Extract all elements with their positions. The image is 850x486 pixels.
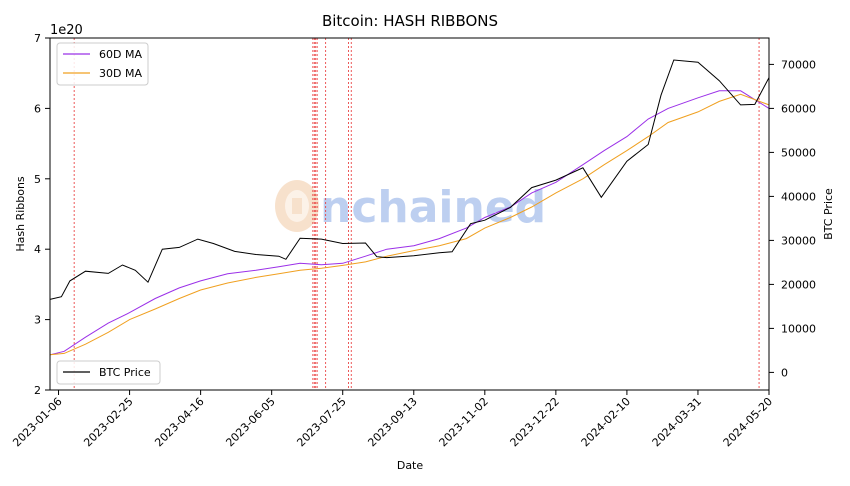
legend-price-label: BTC Price: [99, 366, 151, 379]
x-tick-label-7: 2023-12-22: [508, 395, 562, 449]
x-axis: 2023-01-06 2023-02-25 2023-04-16 2023-06-05…: [10, 390, 775, 449]
y2-tick-label-7: 70000: [781, 58, 816, 71]
y2-tick-label-0: 0: [781, 366, 788, 379]
series-line-30d-ma: [49, 93, 770, 356]
x-tick-label-3: 2023-06-05: [223, 395, 277, 449]
y-axis-left: 2 3 4 5 6 7: [34, 32, 50, 397]
y-tick-label-5: 7: [34, 32, 41, 45]
y-tick-label-1: 3: [34, 314, 41, 327]
x-tick-label-5: 2023-09-13: [365, 395, 419, 449]
y-axis-right: 0 10000 20000 30000 40000 50000 60000 70000: [769, 58, 816, 379]
y-tick-label-0: 2: [34, 384, 41, 397]
y-tick-label-4: 6: [34, 102, 41, 115]
watermark-text: nchained: [320, 182, 546, 233]
series-line-60d-ma: [49, 90, 770, 356]
y2-tick-label-2: 20000: [781, 278, 816, 291]
x-axis-label: Date: [397, 459, 424, 472]
y2-tick-label-3: 30000: [781, 234, 816, 247]
y-offset-label: 1e20: [50, 23, 83, 38]
y2-tick-label-4: 40000: [781, 190, 816, 203]
y2-tick-label-6: 60000: [781, 102, 816, 115]
legend-60d-label: 60D MA: [99, 48, 142, 61]
plot-frame: [49, 37, 770, 391]
watermark-logo: [275, 180, 319, 232]
legend-lower-box: [56, 360, 161, 385]
x-tick-label-0: 2023-01-06: [10, 395, 64, 449]
series-line-btc-price: [49, 59, 770, 300]
y-axis-label: Hash Ribbons: [14, 176, 27, 252]
legend-lower: BTC Price: [56, 360, 161, 385]
x-tick-label-1: 2023-02-25: [81, 395, 135, 449]
chart-title: Bitcoin: HASH RIBBONS: [322, 12, 498, 30]
x-tick-label-8: 2024-02-10: [579, 395, 633, 449]
y2-axis-label: BTC Price: [822, 188, 835, 240]
y2-tick-label-1: 10000: [781, 322, 816, 335]
series-lines: [49, 59, 770, 356]
legend-30d-label: 30D MA: [99, 67, 142, 80]
y2-tick-label-5: 50000: [781, 146, 816, 159]
y-tick-label-3: 5: [34, 173, 41, 186]
legend-upper: 60D MA 30D MA: [56, 42, 149, 86]
x-tick-label-4: 2023-07-25: [294, 395, 348, 449]
x-tick-label-6: 2023-11-02: [437, 395, 491, 449]
x-tick-label-10: 2024-05-20: [721, 395, 775, 449]
x-tick-label-9: 2024-03-31: [650, 395, 704, 449]
y-tick-label-2: 4: [34, 243, 41, 256]
signal-lines: [73, 38, 760, 390]
x-tick-label-2: 2023-04-16: [152, 395, 206, 449]
